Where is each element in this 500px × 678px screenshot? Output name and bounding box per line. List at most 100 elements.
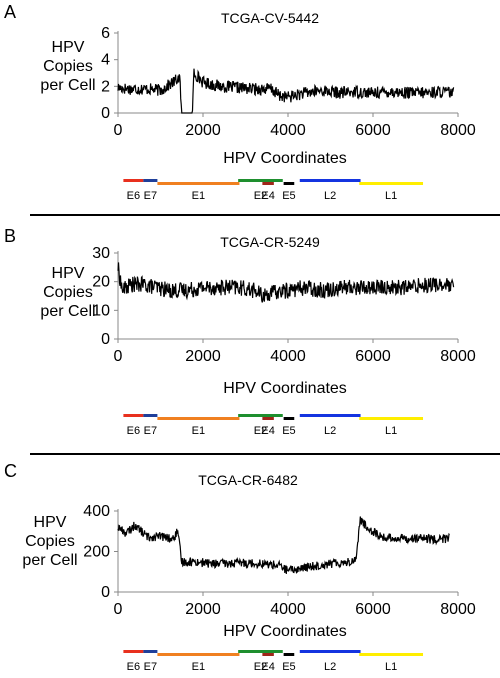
x-tick-label: 4000: [270, 348, 306, 365]
panel-title: TCGA-CR-5249: [220, 234, 320, 250]
gene-bar-l1: [359, 182, 424, 185]
x-tick-label: 8000: [440, 122, 476, 139]
y-axis-label-line: per Cell: [22, 552, 78, 569]
gene-label-e4: E4: [261, 190, 274, 202]
y-axis-label-line: per Cell: [40, 77, 96, 94]
gene-bar-e7: [143, 179, 158, 182]
gene-label-e7: E7: [144, 425, 157, 437]
panel-separator: [30, 453, 500, 455]
gene-label-l1: L1: [385, 661, 397, 673]
y-tick-label: 0: [101, 105, 110, 122]
gene-label-e4: E4: [261, 425, 274, 437]
gene-label-e1: E1: [192, 425, 205, 437]
y-tick-label: 6: [101, 25, 110, 42]
y-axis-label-line: Copies: [43, 284, 93, 301]
y-axis-label: HPV Copies per Cell: [28, 264, 108, 321]
gene-bar-e6: [123, 179, 144, 182]
x-tick-label: 6000: [355, 601, 391, 618]
gene-label-l2: L2: [324, 190, 336, 202]
gene-label-e6: E6: [127, 190, 140, 202]
data-line: [117, 516, 450, 574]
gene-label-e4: E4: [261, 661, 274, 673]
gene-label-e6: E6: [127, 661, 140, 673]
y-axis-label: HPV Copies per Cell: [10, 513, 90, 570]
gene-label-e2: E2: [254, 661, 267, 673]
gene-bar-e5: [283, 653, 295, 656]
gene-label-l2: L2: [324, 661, 336, 673]
gene-bar-l2: [299, 179, 361, 182]
gene-label-e2: E2: [254, 425, 267, 437]
x-tick-label: 0: [114, 348, 123, 365]
x-tick-label: 4000: [270, 122, 306, 139]
y-axis-label: HPV Copies per Cell: [28, 38, 108, 95]
gene-bar-e1: [157, 182, 240, 185]
gene-label-e5: E5: [282, 425, 295, 437]
x-tick-label: 2000: [185, 601, 221, 618]
gene-bar-e2: [238, 414, 283, 417]
panel-title: TCGA-CV-5442: [220, 10, 320, 26]
gene-bar-e1: [157, 653, 240, 656]
gene-bar-e6: [123, 414, 144, 417]
gene-bar-e4: [262, 417, 274, 420]
gene-bar-e4: [262, 653, 274, 656]
panel-letter: C: [4, 461, 17, 481]
gene-bar-l1: [359, 417, 424, 420]
y-tick-label: 0: [101, 584, 110, 601]
gene-label-l1: L1: [385, 425, 397, 437]
y-tick-label: 30: [92, 245, 110, 262]
y-axis-label-line: HPV: [33, 514, 67, 531]
gene-bar-e5: [283, 182, 295, 185]
panel-letter: A: [4, 2, 17, 22]
y-tick-label: 400: [83, 503, 110, 520]
panel-separator: [30, 214, 500, 216]
gene-bar-e2: [238, 179, 283, 182]
x-tick-label: 4000: [270, 601, 306, 618]
gene-label-e5: E5: [282, 661, 295, 673]
panel-letter: B: [4, 226, 17, 246]
y-axis-label-line: Copies: [25, 533, 75, 550]
gene-bar-e6: [123, 650, 144, 653]
data-line: [117, 68, 455, 114]
gene-label-e1: E1: [192, 190, 205, 202]
x-tick-label: 2000: [185, 348, 221, 365]
gene-bar-e1: [157, 417, 240, 420]
gene-label-e6: E6: [127, 425, 140, 437]
x-tick-label: 0: [114, 122, 123, 139]
x-axis-label: HPV Coordinates: [223, 380, 347, 397]
data-line: [117, 262, 455, 303]
y-axis-label-line: Copies: [43, 58, 93, 75]
gene-label-l1: L1: [385, 190, 397, 202]
gene-label-e1: E1: [192, 661, 205, 673]
panel-b: B TCGA-CR-5249 HPV Copies per Cell 0 10 20…: [0, 222, 500, 447]
x-tick-label: 6000: [355, 122, 391, 139]
gene-label-e7: E7: [144, 190, 157, 202]
x-axis-label: HPV Coordinates: [223, 150, 347, 167]
coverage-chart: 0 2 4 6 0 2000 4000 6000 8000: [101, 25, 476, 139]
gene-label-e5: E5: [282, 190, 295, 202]
gene-bar-e2: [238, 650, 283, 653]
x-tick-label: 2000: [185, 122, 221, 139]
gene-bar-l2: [299, 414, 361, 417]
y-tick-label: 2: [101, 78, 110, 95]
x-axis-label: HPV Coordinates: [223, 623, 347, 640]
gene-label-e2: E2: [254, 190, 267, 202]
x-tick-label: 8000: [440, 348, 476, 365]
y-tick-label: 0: [101, 331, 110, 348]
y-axis-label-line: HPV: [51, 39, 85, 56]
gene-bar-e4: [262, 182, 274, 185]
gene-bar-l1: [359, 653, 424, 656]
panel-c: C TCGA-CR-6482 HPV Copies per Cell 0 200 4…: [0, 455, 500, 675]
y-tick-label: 10: [92, 302, 110, 319]
coverage-chart: 0 10 20 30 0 2000 4000 6000 8000: [92, 245, 476, 365]
y-axis-label-line: per Cell: [40, 303, 96, 320]
y-tick-label: 4: [101, 52, 110, 69]
gene-label-e7: E7: [144, 661, 157, 673]
x-tick-label: 6000: [355, 348, 391, 365]
x-tick-label: 0: [114, 601, 123, 618]
gene-bar-e7: [143, 414, 158, 417]
